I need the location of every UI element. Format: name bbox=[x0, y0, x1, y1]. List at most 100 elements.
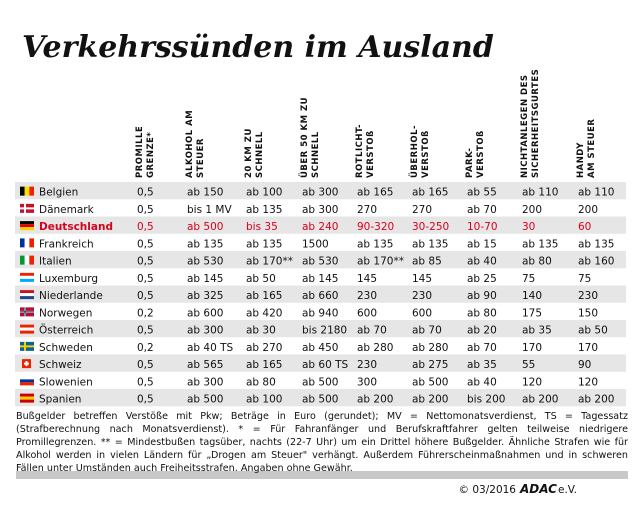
cell: ab 500 bbox=[187, 394, 223, 406]
cell: ab 70 bbox=[467, 204, 497, 216]
cell: ab 420 bbox=[246, 307, 282, 319]
cell: 1500 bbox=[302, 238, 329, 250]
cell: 30 bbox=[522, 221, 535, 233]
cell: ab 100 bbox=[246, 187, 282, 199]
cell: 0,5 bbox=[137, 290, 154, 302]
cell: 300 bbox=[357, 376, 377, 388]
column-header: HANDY bbox=[576, 142, 586, 178]
cell: 90-320 bbox=[357, 221, 394, 233]
cell: 145 bbox=[357, 273, 377, 285]
cell: ab 35 bbox=[522, 325, 552, 337]
row-bg bbox=[15, 320, 626, 338]
cell: ab 300 bbox=[187, 325, 223, 337]
flag-part bbox=[20, 227, 34, 231]
cell: ab 40 TS bbox=[187, 342, 234, 354]
cell: 170 bbox=[578, 342, 598, 354]
cell: bis 1 MV bbox=[187, 204, 232, 216]
country: Dänemark bbox=[39, 204, 95, 216]
cell: ab 150 bbox=[187, 187, 223, 199]
country: Italien bbox=[39, 256, 72, 268]
cell: ab 530 bbox=[302, 256, 338, 268]
cell: ab 30 bbox=[246, 325, 276, 337]
cell: ab 90 bbox=[467, 290, 497, 302]
cell: ab 135 bbox=[246, 204, 282, 216]
cell: 0,5 bbox=[137, 256, 154, 268]
flag-part bbox=[20, 255, 25, 265]
cell: ab 35 bbox=[467, 359, 497, 371]
cell: ab 660 bbox=[302, 290, 338, 302]
cell: ab 135 bbox=[412, 238, 448, 250]
flag-part bbox=[20, 330, 34, 334]
cell: 270 bbox=[357, 204, 377, 216]
cell: ab 300 bbox=[302, 187, 338, 199]
flag-part bbox=[20, 396, 34, 400]
cell: ab 70 bbox=[467, 342, 497, 354]
cell: 0,2 bbox=[137, 342, 154, 354]
cell: ab 240 bbox=[302, 221, 338, 233]
cell: bis 2180 bbox=[302, 325, 347, 337]
cell: 30-250 bbox=[412, 221, 449, 233]
cell: ab 165 bbox=[246, 290, 282, 302]
cell: 170 bbox=[522, 342, 542, 354]
flag-part bbox=[20, 393, 34, 397]
country: Schweden bbox=[39, 342, 93, 354]
country: Luxemburg bbox=[39, 273, 98, 285]
cell: 140 bbox=[522, 290, 542, 302]
cell: ab 70 bbox=[357, 325, 387, 337]
country: Belgien bbox=[39, 187, 78, 199]
cell: ab 530 bbox=[187, 256, 223, 268]
cell: 600 bbox=[412, 307, 432, 319]
flag-part bbox=[24, 186, 30, 196]
flag-part bbox=[20, 376, 34, 380]
cell: ab 325 bbox=[187, 290, 223, 302]
flag-part bbox=[20, 290, 34, 294]
cell: ab 145 bbox=[302, 273, 338, 285]
column-header: 20 KM ZU bbox=[244, 128, 254, 178]
cell: ab 200 bbox=[522, 394, 558, 406]
column-header: SICHERHEITSGURTES bbox=[531, 69, 541, 178]
brand-suffix: e.V. bbox=[558, 484, 577, 496]
cell: ab 300 bbox=[302, 204, 338, 216]
column-header: NICHTANLEGEN DES bbox=[520, 74, 530, 178]
cell: ab 170** bbox=[357, 256, 404, 268]
cell: ab 110 bbox=[578, 187, 614, 199]
cell: 0,5 bbox=[137, 359, 154, 371]
flag-part bbox=[20, 275, 34, 279]
country: Österreich bbox=[39, 324, 93, 337]
cell: ab 280 bbox=[357, 342, 393, 354]
cell: ab 165 bbox=[412, 187, 448, 199]
cell: ab 275 bbox=[412, 359, 448, 371]
cell: ab 270 bbox=[246, 342, 282, 354]
cell: ab 80 bbox=[522, 256, 552, 268]
flag-part bbox=[29, 186, 34, 196]
flag-part bbox=[20, 203, 34, 213]
copyright: © 03/2016 bbox=[459, 484, 517, 496]
cell: ab 50 bbox=[578, 325, 608, 337]
country: Deutschland bbox=[39, 221, 113, 233]
row-bg bbox=[15, 354, 626, 372]
cell: bis 200 bbox=[467, 394, 505, 406]
flag-part bbox=[20, 186, 25, 196]
cell: 0,5 bbox=[137, 376, 154, 388]
column-header: ÜBERHOL- bbox=[409, 125, 420, 178]
cell: 0,5 bbox=[137, 221, 154, 233]
flag-part bbox=[20, 382, 34, 386]
country: Niederlande bbox=[39, 290, 103, 302]
cell: 0,5 bbox=[137, 204, 154, 216]
column-header: VERSTOß bbox=[476, 130, 486, 178]
flag-part bbox=[20, 296, 34, 300]
cell: ab 200 bbox=[412, 394, 448, 406]
cell: 230 bbox=[357, 290, 377, 302]
cell: ab 500 bbox=[302, 376, 338, 388]
cell: 0,5 bbox=[137, 238, 154, 250]
cell: ab 15 bbox=[467, 238, 497, 250]
cell: 90 bbox=[578, 359, 591, 371]
cell: ab 100 bbox=[246, 394, 282, 406]
row-bg bbox=[15, 182, 626, 200]
cell: ab 135 bbox=[578, 238, 614, 250]
cell: ab 300 bbox=[187, 376, 223, 388]
flag-part bbox=[24, 238, 30, 248]
cell: 120 bbox=[522, 376, 542, 388]
